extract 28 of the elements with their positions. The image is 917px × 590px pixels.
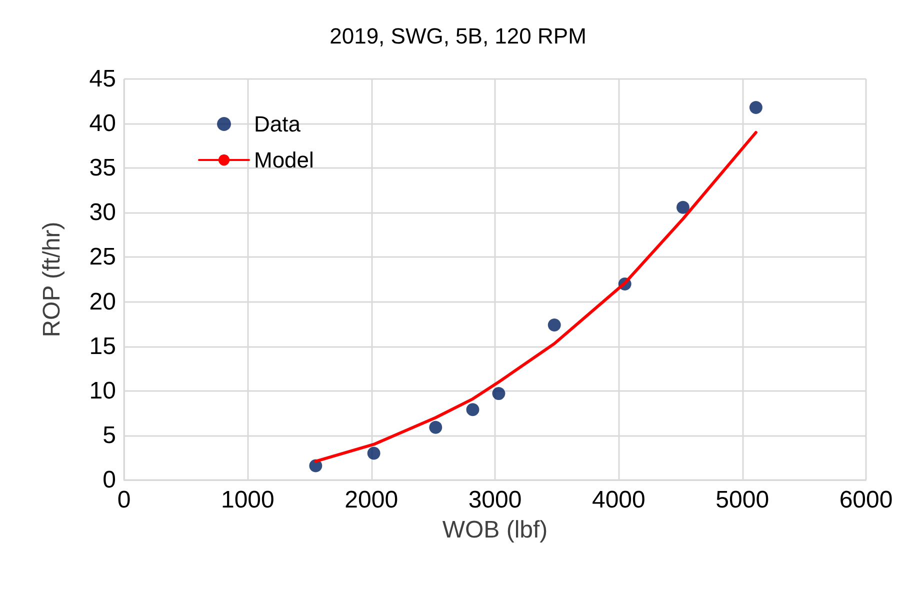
y-tick-label: 30: [89, 199, 116, 226]
point: [492, 387, 506, 400]
x-tick-label: 4000: [592, 486, 646, 514]
chart-title: 2019, SWG, 5B, 120 RPM: [330, 24, 586, 48]
point: [429, 420, 442, 434]
y-axis-title: ROP (ft/hr): [38, 222, 66, 338]
y-tick-label: 0: [102, 466, 116, 494]
y-tick-label: 5: [102, 422, 116, 449]
x-axis-title: WOB (lbf): [442, 516, 548, 544]
x-tick-label: 2000: [344, 486, 398, 514]
legend-label: Model: [254, 148, 314, 172]
point: [367, 446, 380, 460]
x-tick-label: 3000: [468, 486, 522, 514]
x-tick-label: 1000: [220, 486, 274, 514]
point: [548, 318, 561, 332]
y-tick-label: 45: [89, 66, 116, 92]
y-tick-label: 10: [89, 377, 116, 404]
y-tick-label: 40: [89, 110, 116, 138]
point: [676, 200, 690, 214]
y-tick-label: 20: [89, 288, 116, 316]
x-tick-label: 6000: [839, 486, 893, 514]
x-tick-label: 5000: [716, 486, 770, 514]
point: [749, 101, 762, 114]
legend-label: Data: [254, 112, 302, 136]
y-tick-label: 35: [89, 154, 116, 182]
point: [466, 403, 480, 416]
y-tick-label: 15: [89, 332, 116, 360]
y-tick-label: 25: [89, 244, 116, 271]
